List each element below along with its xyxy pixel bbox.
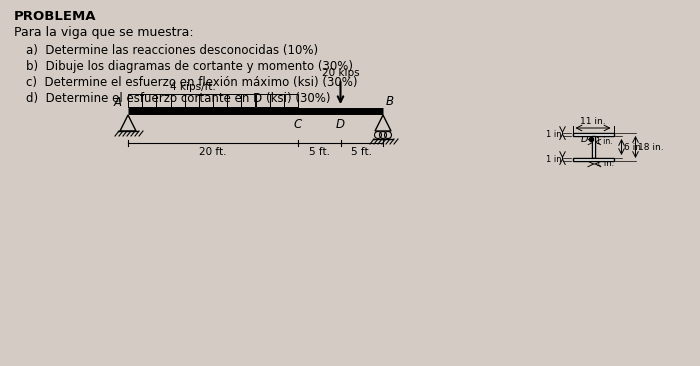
Text: 5 ft.: 5 ft. bbox=[351, 147, 372, 157]
Bar bbox=[142, 94, 156, 107]
Text: 4 kips/ft.: 4 kips/ft. bbox=[169, 82, 216, 92]
Bar bbox=[185, 94, 199, 107]
Bar bbox=[199, 94, 213, 107]
Text: a)  Determine las reacciones desconocidas (10%): a) Determine las reacciones desconocidas… bbox=[26, 44, 318, 57]
Bar bbox=[592, 136, 594, 158]
Text: 18 in.: 18 in. bbox=[638, 142, 663, 152]
Bar bbox=[241, 94, 255, 107]
Text: 1 in.: 1 in. bbox=[596, 160, 615, 168]
Text: b)  Dibuje los diagramas de cortante y momento (30%): b) Dibuje los diagramas de cortante y mo… bbox=[26, 60, 353, 73]
Text: 1 in: 1 in bbox=[546, 130, 561, 139]
Text: A: A bbox=[114, 96, 122, 109]
Text: 1 in: 1 in bbox=[546, 155, 561, 164]
Bar bbox=[573, 158, 613, 161]
Bar bbox=[213, 94, 228, 107]
Bar bbox=[228, 94, 241, 107]
Text: c)  Determine el esfuerzo en flexión máximo (ksi) (30%): c) Determine el esfuerzo en flexión máxi… bbox=[26, 76, 358, 89]
Bar bbox=[171, 94, 185, 107]
Bar bbox=[270, 94, 284, 107]
Text: d)  Determine el esfuerzo cortante en D (ksi) (30%): d) Determine el esfuerzo cortante en D (… bbox=[26, 92, 330, 105]
Text: 1 in.: 1 in. bbox=[596, 138, 613, 146]
Bar bbox=[156, 94, 171, 107]
Text: 20 ft.: 20 ft. bbox=[199, 147, 227, 157]
Text: B: B bbox=[386, 95, 394, 108]
Text: C: C bbox=[294, 118, 302, 131]
Bar bbox=[256, 94, 270, 107]
Text: PROBLEMA: PROBLEMA bbox=[14, 10, 97, 23]
Text: 11 in.: 11 in. bbox=[580, 117, 606, 126]
Bar bbox=[284, 94, 298, 107]
Text: 5 ft.: 5 ft. bbox=[309, 147, 330, 157]
Bar bbox=[128, 94, 142, 107]
Bar bbox=[573, 133, 613, 136]
Text: D: D bbox=[336, 118, 345, 131]
Text: D: D bbox=[581, 134, 589, 144]
Text: 20 kips: 20 kips bbox=[322, 68, 359, 78]
Text: Para la viga que se muestra:: Para la viga que se muestra: bbox=[14, 26, 194, 39]
Text: 6 in: 6 in bbox=[624, 142, 641, 152]
